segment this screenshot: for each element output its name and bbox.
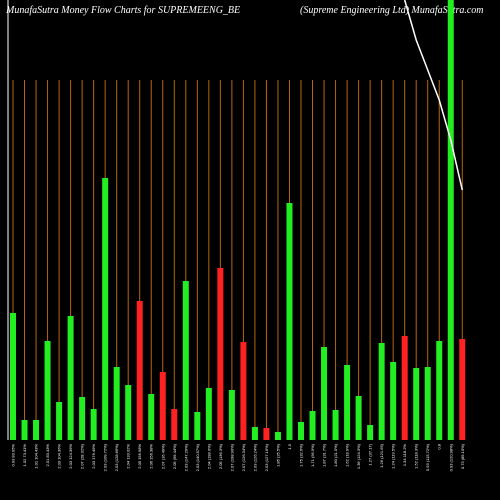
bar <box>79 397 86 440</box>
bar <box>44 341 51 440</box>
bar <box>321 347 328 440</box>
x-tick-label: 0.73 (89.10%) <box>460 443 465 469</box>
bar <box>217 268 224 440</box>
x-tick-label: 1.52 (118.3%) <box>414 443 419 468</box>
x-tick-label: 1.01 104.43% <box>34 444 39 469</box>
bar <box>194 412 201 440</box>
x-tick-label: 1.75 (32.6%) <box>299 443 304 467</box>
x-tick-label: 1.26 (121.65) <box>379 443 384 467</box>
x-tick-label: 1.62 (18.9%) <box>345 443 350 467</box>
x-tick-label: 2.04 (198.0%) <box>206 443 211 469</box>
x-tick-label: 2.05 (136.3%) <box>218 443 223 469</box>
bar <box>159 372 166 440</box>
x-tick-label: 2.03 104.36% <box>57 444 62 469</box>
x-tick-label: 2.05 156.98% <box>137 444 142 469</box>
bar <box>286 203 293 440</box>
x-tick-label: 2.04 133.02% <box>126 444 131 469</box>
bar <box>171 409 178 440</box>
bar <box>424 367 431 440</box>
bar <box>251 427 258 440</box>
chart-subtitle: (Supreme Engineering Ltd) MunafaSutra.co… <box>300 5 484 16</box>
x-tick-label: 1.24 (119.5%) <box>391 443 396 468</box>
bar <box>378 343 385 440</box>
x-tick-label: 1.27 (37.17) <box>368 443 373 465</box>
x-tick-label: 2.03 (128.66%) <box>114 443 119 471</box>
x-tick-label: 2.07 (126.34%) <box>241 443 246 471</box>
bar <box>263 428 270 440</box>
bar <box>136 301 143 440</box>
x-tick-label: 2.07 (198.90%) <box>229 443 234 471</box>
x-tick-label: 0.93 (115.72%) <box>425 443 430 471</box>
bar <box>125 385 132 440</box>
bar <box>182 281 189 440</box>
x-tick-label: 2.03 (126.24%) <box>252 443 257 471</box>
bar <box>56 402 63 440</box>
bar <box>274 432 281 440</box>
bar <box>401 336 408 440</box>
bar <box>344 365 351 440</box>
bar <box>390 362 397 440</box>
bar <box>90 409 97 440</box>
bar <box>228 390 235 440</box>
bar <box>298 422 304 440</box>
bar <box>436 341 443 440</box>
x-tick-label: 2.03 (127.16%) <box>264 443 269 471</box>
bar <box>367 425 374 440</box>
bar <box>413 368 420 440</box>
x-tick-label: 0.93 (120.98%) <box>448 443 453 471</box>
bar <box>10 313 16 440</box>
chart-title: MunafaSutra Money Flow Charts for SUPREM… <box>5 5 240 16</box>
line <box>403 0 464 191</box>
x-tick-label: 1.5 <box>287 443 292 449</box>
bar <box>355 396 362 440</box>
x-tick-label: 1.02 73.41% <box>22 444 27 467</box>
x-tick-label: 2.03 (147.29%) <box>183 443 188 471</box>
bar <box>459 339 466 440</box>
bar <box>332 410 339 440</box>
bar <box>205 388 212 440</box>
bar <box>113 367 120 440</box>
bar <box>447 0 454 440</box>
x-tick-label: 1.87 (31.7%) <box>322 443 327 467</box>
x-tick-label: 2.05 (99.44%) <box>172 443 177 469</box>
x-tick-label: 0.93 83.95% <box>11 444 16 467</box>
bar <box>21 420 28 440</box>
bar <box>33 420 40 440</box>
bar <box>309 411 316 440</box>
x-tick-label: 2.03 (109.72%) <box>103 443 108 471</box>
x-tick-label: 0.8 <box>437 443 442 449</box>
x-tick-label: 1.80 (21.0%) <box>333 443 338 467</box>
bar <box>67 316 74 440</box>
x-tick-label: 2.01 83.43% <box>45 444 50 467</box>
x-tick-label: 1.36 (124.3%) <box>356 443 361 469</box>
x-tick-label: 1.34 118.2% <box>402 444 407 467</box>
bar <box>102 178 109 440</box>
bar <box>240 342 247 440</box>
x-tick-label: 2.06 156.38% <box>149 444 154 469</box>
x-tick-label: 2.03 176.49% <box>91 444 96 469</box>
x-tick-label: 2.03 124.36% <box>68 444 73 469</box>
x-tick-label: 2.07 (28.32%) <box>80 443 85 469</box>
x-tick-label: 2.03 (140.57%) <box>195 443 200 471</box>
x-tick-label: 1.71 (56.9%) <box>310 443 315 467</box>
x-tick-label: 2.07 (16.49%) <box>160 443 165 469</box>
bar <box>148 394 155 440</box>
x-tick-label: 1.85 (25.5%) <box>275 443 280 467</box>
